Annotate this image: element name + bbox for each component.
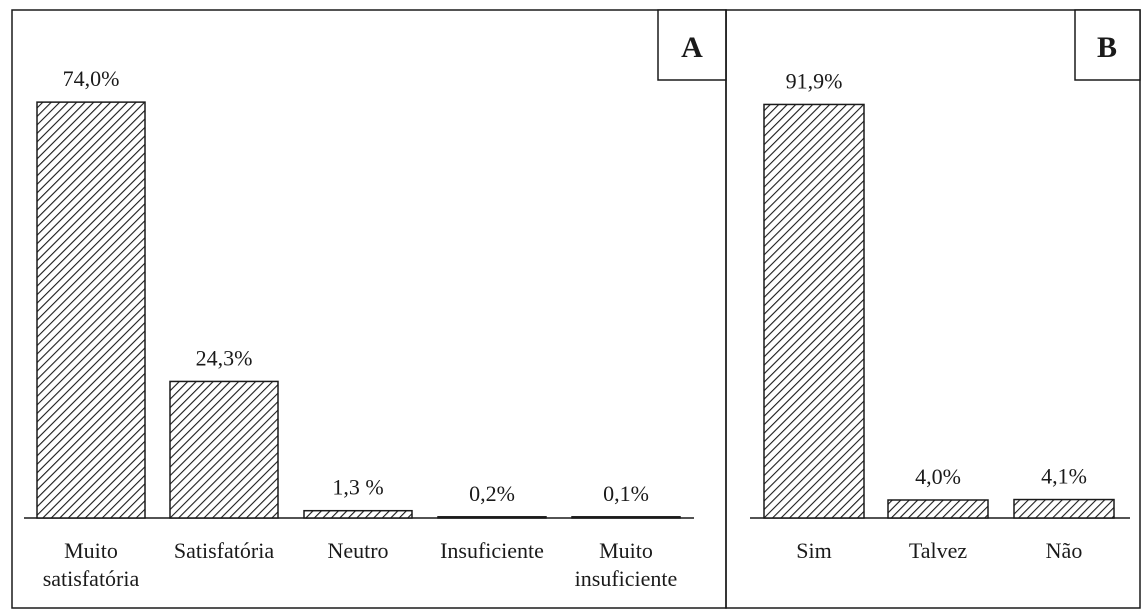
bar-a-0 <box>36 101 146 519</box>
panel-a: A 74,0% Muito satisfatória 24,3% Satisfatóri… <box>11 9 727 609</box>
bar-a-1 <box>169 380 279 519</box>
panel-a-bars: 74,0% Muito satisfatória 24,3% Satisfatória 1… <box>36 66 681 591</box>
category-label: Satisfatória <box>174 538 274 563</box>
panel-b-frame <box>725 9 1141 609</box>
category-label: insuficiente <box>575 566 678 591</box>
category-label: Muito <box>599 538 653 563</box>
value-label: 0,1% <box>603 481 649 506</box>
category-label: satisfatória <box>43 566 140 591</box>
category-label: Sim <box>796 538 831 563</box>
category-label: Talvez <box>909 538 968 563</box>
category-label: Neutro <box>327 538 388 563</box>
bar-b-2 <box>1013 498 1115 519</box>
panel-b-bars: 91,9% Sim 4,0% Talvez 4,1% Não <box>763 68 1115 563</box>
panel-b-letter: B <box>1097 31 1117 64</box>
panel-b: B 91,9% Sim 4,0% Talvez 4,1% Não <box>725 9 1141 609</box>
bar-b-1 <box>887 499 989 519</box>
bar-a-3 <box>437 516 547 519</box>
bar-a-4 <box>571 516 681 519</box>
value-label: 1,3 % <box>332 475 383 500</box>
category-label: Muito <box>64 538 118 563</box>
panel-a-letter-box <box>657 9 727 81</box>
value-label: 74,0% <box>63 66 120 91</box>
value-label: 24,3% <box>196 345 253 370</box>
value-label: 0,2% <box>469 481 515 506</box>
panel-b-letter-box <box>1074 9 1141 81</box>
value-label: 91,9% <box>786 68 843 93</box>
category-label: Não <box>1046 538 1083 563</box>
panel-a-letter: A <box>681 31 703 64</box>
bar-b-0 <box>763 103 865 519</box>
category-label: Insuficiente <box>440 538 544 563</box>
value-label: 4,0% <box>915 464 961 489</box>
bar-a-2 <box>303 509 413 519</box>
value-label: 4,1% <box>1041 464 1087 489</box>
